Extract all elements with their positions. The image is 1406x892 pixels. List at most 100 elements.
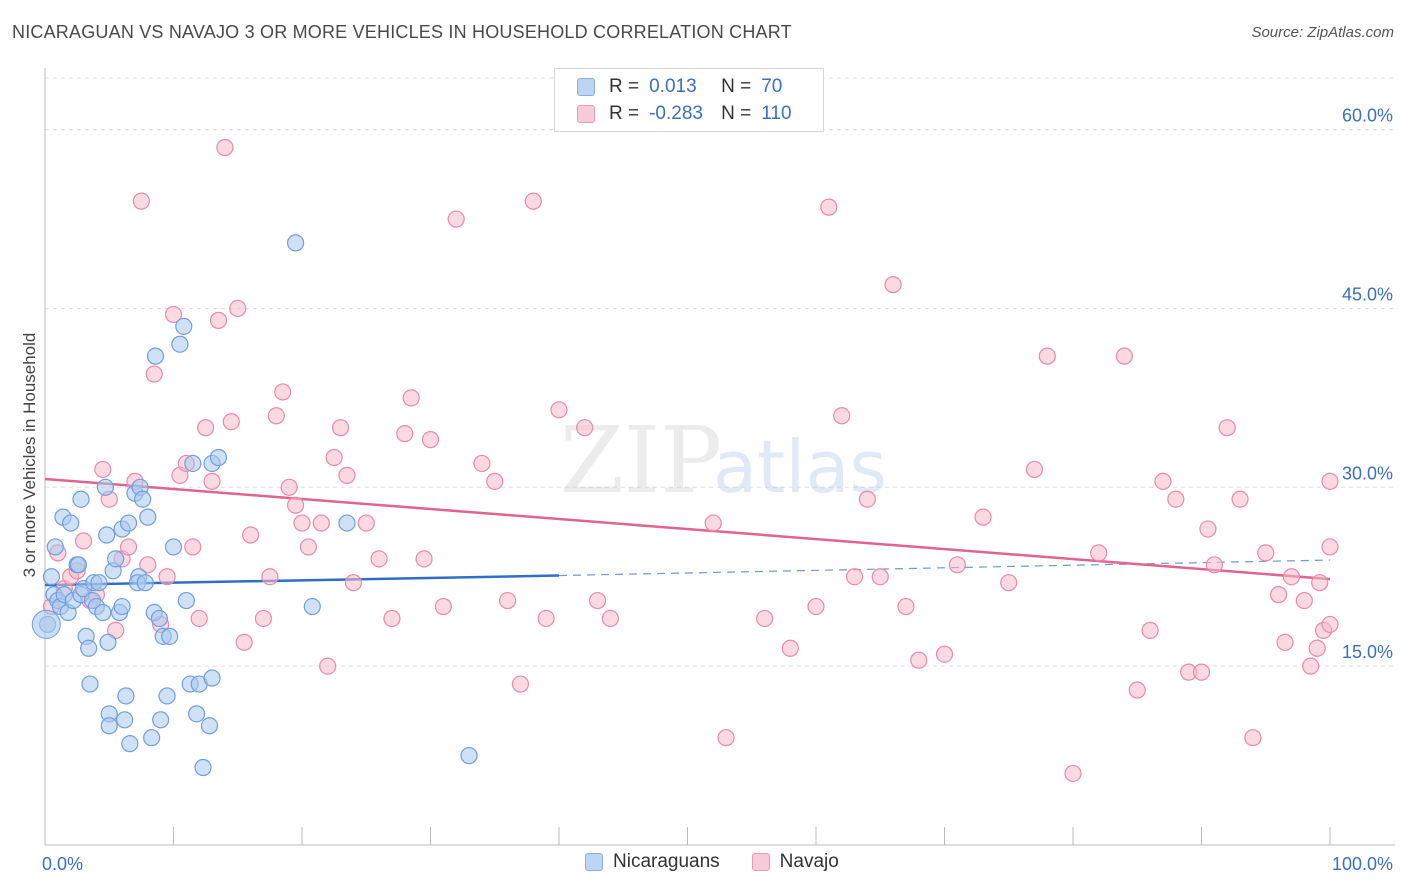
legend-n-value-nicaraguans: 70 (761, 76, 783, 97)
navajo-point (781, 639, 799, 657)
navajo-point (524, 192, 542, 210)
navajo-point (158, 568, 176, 586)
navajo-point (312, 514, 330, 532)
navajo-point (74, 532, 93, 550)
legend-r-value-nicaraguans: 0.013 (649, 76, 697, 97)
navajo-point (267, 407, 285, 425)
nicaraguans-point (164, 538, 183, 556)
navajo-point (948, 556, 966, 574)
nicaraguans-point (42, 568, 61, 586)
navajo-point (473, 454, 491, 473)
tick-labels: 15.0% 30.0% 45.0% 60.0% 0.0% 100.0% (42, 106, 1393, 874)
navajo-point (280, 478, 298, 496)
navajo-point (537, 609, 555, 628)
legend-row-navajo: R = -0.283 N = 110 (577, 101, 801, 127)
navajo-point (1321, 615, 1339, 634)
navajo-point (1308, 639, 1326, 657)
nicaraguans-point (107, 550, 125, 568)
navajo-point (222, 413, 240, 431)
navajo-point (261, 568, 279, 586)
navajo-point (434, 597, 452, 616)
gridlines (45, 77, 1395, 667)
navajo-point (216, 138, 234, 157)
navajo-point (447, 210, 465, 228)
nicaraguans-trend-line (44, 574, 560, 587)
nicaraguans-point (139, 508, 157, 526)
watermark: ZIP atlas (560, 407, 887, 514)
nicaraguans-point (99, 633, 117, 651)
nicaraguans-point (200, 717, 219, 735)
nicaraguans-point (184, 454, 202, 473)
navajo-point (1321, 538, 1339, 556)
navajo-point (884, 276, 902, 294)
series-legend-navajo[interactable]: Navajo (751, 851, 839, 873)
nicaraguans-point (116, 711, 134, 729)
navajo-point (254, 609, 273, 628)
axes (44, 68, 1395, 846)
series-legend-nicaraguans[interactable]: Nicaraguans (585, 851, 720, 873)
navajo-point (325, 448, 343, 467)
navajo-point (319, 657, 337, 675)
nicaraguans-point (46, 538, 64, 556)
navajo-point (1000, 574, 1018, 592)
navajo-trend-line (44, 477, 1331, 581)
navajo-point (499, 591, 517, 610)
nicaraguans-point (81, 675, 99, 693)
nicaraguans-point (150, 609, 168, 628)
nicaraguans-point (96, 478, 114, 496)
navajo-point (974, 508, 992, 526)
navajo-point (1128, 681, 1146, 699)
navajo-point (871, 568, 889, 586)
navajo-point (1276, 633, 1294, 651)
navajo-point (1321, 472, 1339, 490)
legend-swatch-blue (577, 78, 595, 96)
navajo-point (139, 556, 157, 574)
correlation-legend: R = 0.013 N = 70 R = -0.283 N = 110 (554, 68, 824, 132)
navajo-point (588, 591, 607, 610)
nicaraguans-point (69, 556, 88, 574)
watermark-atlas: atlas (713, 425, 887, 509)
legend-r-label: R = (609, 103, 640, 124)
navajo-point (286, 496, 305, 514)
navajo-point (1295, 591, 1313, 610)
nicaraguans-point (152, 711, 170, 729)
source-label: Source: ZipAtlas.com (1251, 24, 1394, 41)
navajo-point (402, 389, 420, 407)
navajo-point (1205, 556, 1223, 574)
legend-swatch-pink (577, 105, 595, 123)
nicaraguans-point (158, 687, 176, 705)
nicaraguans-trend-extension (558, 559, 1331, 577)
navajo-point (1218, 419, 1236, 437)
navajo-point (755, 609, 774, 628)
y-tick-label: 15.0% (1342, 642, 1393, 662)
navajo-point (807, 597, 825, 616)
nicaraguans-point (303, 597, 321, 616)
navajo-point (164, 305, 183, 324)
legend-r-value-navajo: -0.283 (649, 103, 703, 124)
data-points (31, 138, 1339, 783)
navajo-point (601, 609, 620, 628)
navajo-point (357, 514, 375, 532)
navajo-point (107, 621, 125, 639)
navajo-point (858, 490, 877, 508)
navajo-point (274, 383, 292, 401)
navajo-point (1231, 490, 1249, 508)
navajo-point (421, 431, 440, 449)
nicaraguans-point (209, 448, 228, 467)
navajo-point (1302, 657, 1320, 675)
nicaraguans-point (136, 574, 154, 592)
navajo-point (184, 538, 202, 556)
nicaraguans-point (62, 514, 80, 532)
navajo-point (190, 609, 208, 628)
navajo-point (1282, 568, 1301, 586)
navajo-point (910, 651, 928, 669)
nicaraguans-point (460, 746, 478, 765)
navajo-point (94, 460, 112, 479)
nicaraguans-point (171, 335, 189, 353)
x-tick-label-min: 0.0% (42, 854, 83, 874)
nicaraguans-point (177, 591, 195, 610)
legend-n-label: N = (721, 103, 752, 124)
navajo-point (833, 407, 851, 425)
navajo-point (717, 729, 735, 747)
